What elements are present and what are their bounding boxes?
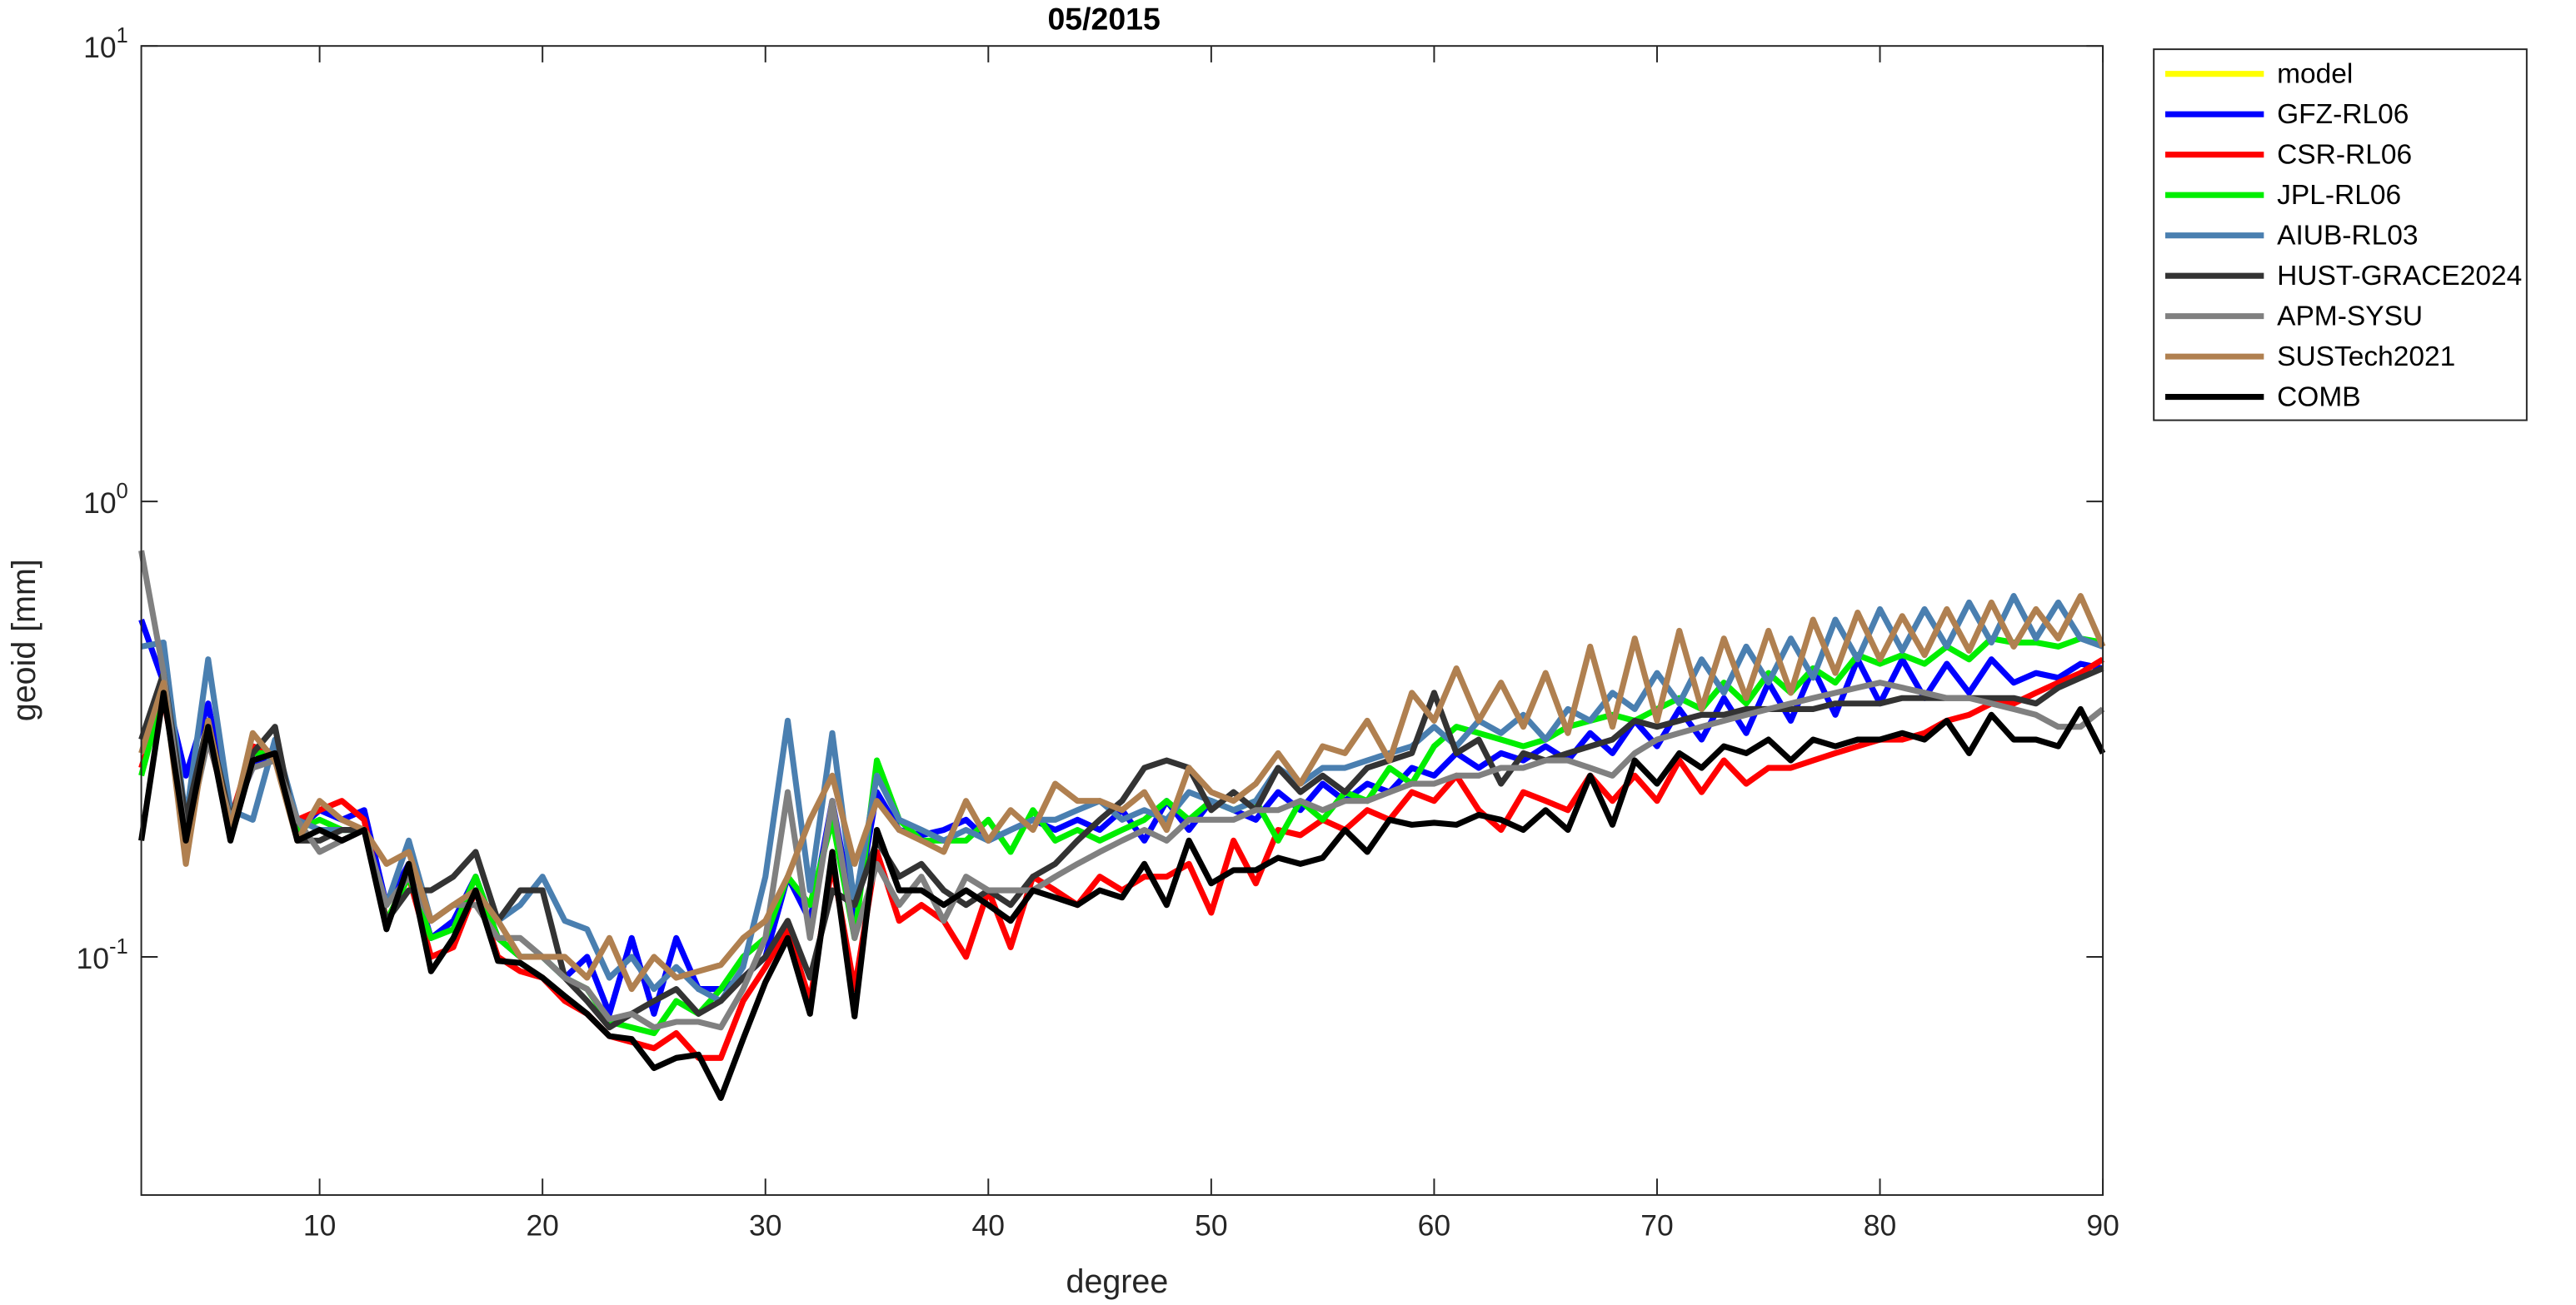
x-tick-label: 70 [1640, 1209, 1673, 1243]
axes-box [140, 45, 2104, 1196]
x-axis-label: degree [1066, 1263, 1169, 1300]
legend-label: GFZ-RL06 [2277, 99, 2409, 130]
y-tick-label: 10-1 [77, 935, 128, 975]
x-tick-label: 60 [1418, 1209, 1450, 1243]
x-tick-label: 50 [1195, 1209, 1227, 1243]
x-tick-label: 10 [303, 1209, 336, 1243]
legend-label: HUST-GRACE2024 [2277, 261, 2522, 291]
x-tick-label: 90 [2086, 1209, 2119, 1243]
series-line [138, 593, 2106, 993]
plot-area [138, 550, 2106, 1101]
x-tick-label: 80 [1864, 1209, 1896, 1243]
legend-label: JPL-RL06 [2277, 180, 2401, 211]
legend-label: SUSTech2021 [2277, 341, 2455, 372]
legend-label: AIUB-RL03 [2277, 220, 2418, 251]
legend-label: COMB [2277, 381, 2361, 412]
legend-label: APM-SYSU [2277, 301, 2423, 331]
chart-title: 05/2015 [1047, 2, 1160, 37]
legend-label: CSR-RL06 [2277, 140, 2412, 171]
y-tick-label: 100 [83, 480, 128, 520]
x-tick-label: 30 [749, 1209, 781, 1243]
x-tick-label: 20 [526, 1209, 558, 1243]
x-tick-label: 40 [972, 1209, 1005, 1243]
legend-label: model [2277, 59, 2353, 90]
y-axis-label: geoid [mm] [6, 559, 42, 721]
series-line [138, 690, 2106, 1101]
y-tick-label: 101 [83, 24, 128, 64]
legend: model GFZ-RL06 CSR-RL06 JPL-RL06 AIUB-RL03 HU… [2165, 59, 2522, 412]
